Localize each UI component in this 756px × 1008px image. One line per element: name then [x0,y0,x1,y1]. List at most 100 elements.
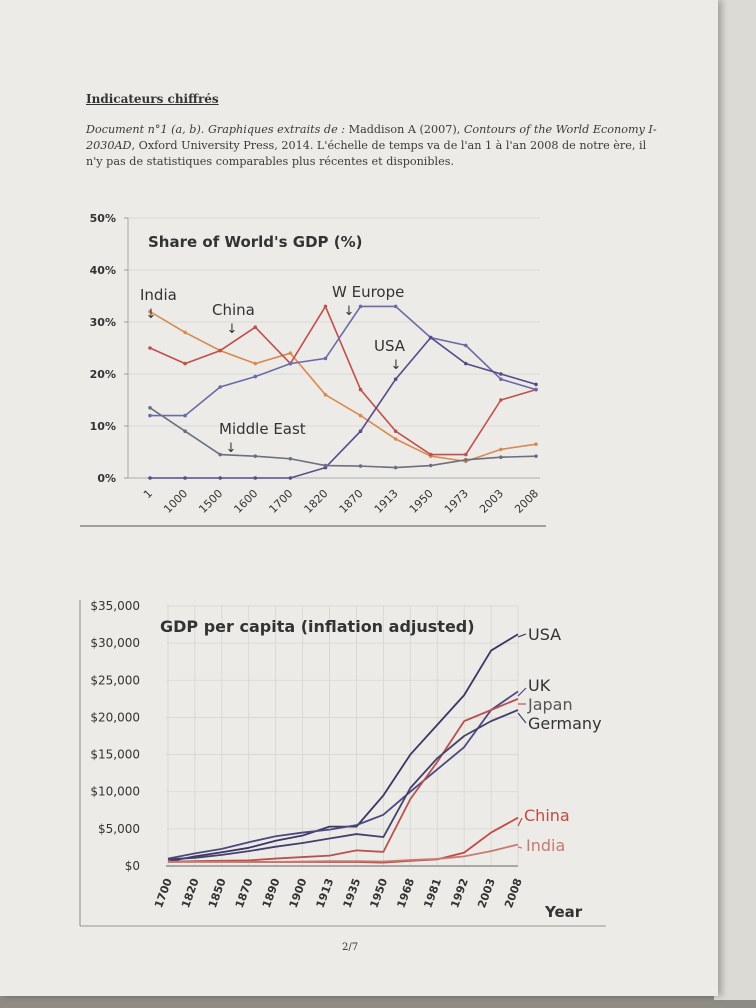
series-end-label: China [524,806,570,825]
data-point [499,377,503,382]
y-tick-label: 0% [97,472,116,485]
y-tick-label: $5,000 [98,822,140,836]
x-tick-label: 1900 [287,876,310,910]
series-line-usa [150,336,537,479]
x-tick-label: 1935 [341,877,364,910]
series-end-label: USA [528,625,561,644]
data-point [253,361,258,366]
x-tick-label: 1968 [394,877,417,910]
data-point [358,387,363,392]
x-axis-label: Year [544,903,583,921]
chart-title: GDP per capita (inflation adjusted) [160,617,475,636]
series-leader [517,687,527,697]
data-point [358,464,363,468]
series-leader [517,817,523,827]
y-tick-label: $25,000 [90,673,140,687]
y-tick-label: $20,000 [90,710,140,724]
series-end-label: India [526,836,565,855]
data-point [253,325,258,330]
y-tick-label: $35,000 [90,599,140,613]
data-point [218,348,222,353]
data-point [323,356,328,361]
y-tick-label: $30,000 [90,636,140,650]
data-point [499,447,503,452]
data-point [323,304,328,309]
chart-title: Share of World's GDP (%) [148,233,363,251]
y-tick-label: 10% [90,420,116,433]
series-line-china [149,304,537,456]
series-line-germany [167,709,519,861]
x-tick-label: 1870 [233,876,256,910]
series-leader [517,846,523,849]
data-point [323,463,328,468]
data-point [499,372,503,376]
next-page-edge [714,0,756,1000]
document-caption: Document n°1 (a, b). Graphiques extraits… [86,122,666,170]
data-point [148,309,152,314]
y-tick-label: $10,000 [90,785,140,799]
section-heading: Indicateurs chiffrés [86,92,219,106]
data-point [148,406,152,410]
data-point [218,385,222,389]
data-point [534,387,538,392]
data-point [428,452,433,457]
data-point [358,304,363,309]
caption-title: Contours of the World Economy I-2030AD [86,123,657,152]
data-point [534,382,538,387]
data-point [253,454,258,458]
series-end-label: Germany [528,714,602,733]
data-point [534,442,538,447]
y-tick-label: 40% [90,264,116,277]
series-leader [517,633,527,638]
caption-author: Maddison A (2007), [348,123,464,136]
data-point [393,377,398,382]
data-point [148,413,152,418]
data-point [393,304,398,309]
data-point [183,413,187,418]
annotation-label: USA [374,337,406,355]
data-point [183,361,187,366]
data-point [218,476,222,480]
data-point [323,393,328,397]
annotation-label: Middle East [219,420,306,438]
data-point [464,458,468,462]
x-tick-label: 1950 [368,876,391,910]
data-point [393,465,398,470]
x-tick-label: 1700 [152,876,175,910]
data-point [183,429,187,434]
data-point [253,476,258,480]
data-point [464,343,468,348]
data-point [183,330,187,335]
data-point [288,361,293,366]
caption-doc: Document n°1 (a, b). [86,123,205,136]
y-tick-label: 20% [90,368,116,381]
annotation-arrow: ↓ [227,322,238,337]
data-point [428,463,433,468]
data-point [393,437,398,441]
data-point [499,398,503,402]
data-point [148,476,152,480]
y-tick-label: 30% [90,316,116,329]
annotation-arrow: ↓ [391,358,402,373]
series-line-w-europe [150,305,537,417]
series-line-uk [167,690,519,860]
annotation-arrow: ↓ [226,441,237,456]
annotation-arrow: ↓ [146,307,157,322]
x-tick-label: 1981 [421,877,444,910]
annotation-arrow: ↓ [344,304,355,319]
data-point [428,335,433,340]
y-tick-label: 50% [90,212,116,225]
data-point [288,456,293,461]
series-line-india [168,843,519,863]
caption-rest: , Oxford University Press, 2014. L'échel… [86,139,647,168]
series-leader [517,712,527,724]
x-tick-label: 2008 [502,877,525,910]
data-point [358,429,363,434]
x-tick-label: 1820 [179,876,202,910]
series-end-label: UK [528,676,551,695]
data-point [148,346,152,350]
data-point [288,351,293,356]
